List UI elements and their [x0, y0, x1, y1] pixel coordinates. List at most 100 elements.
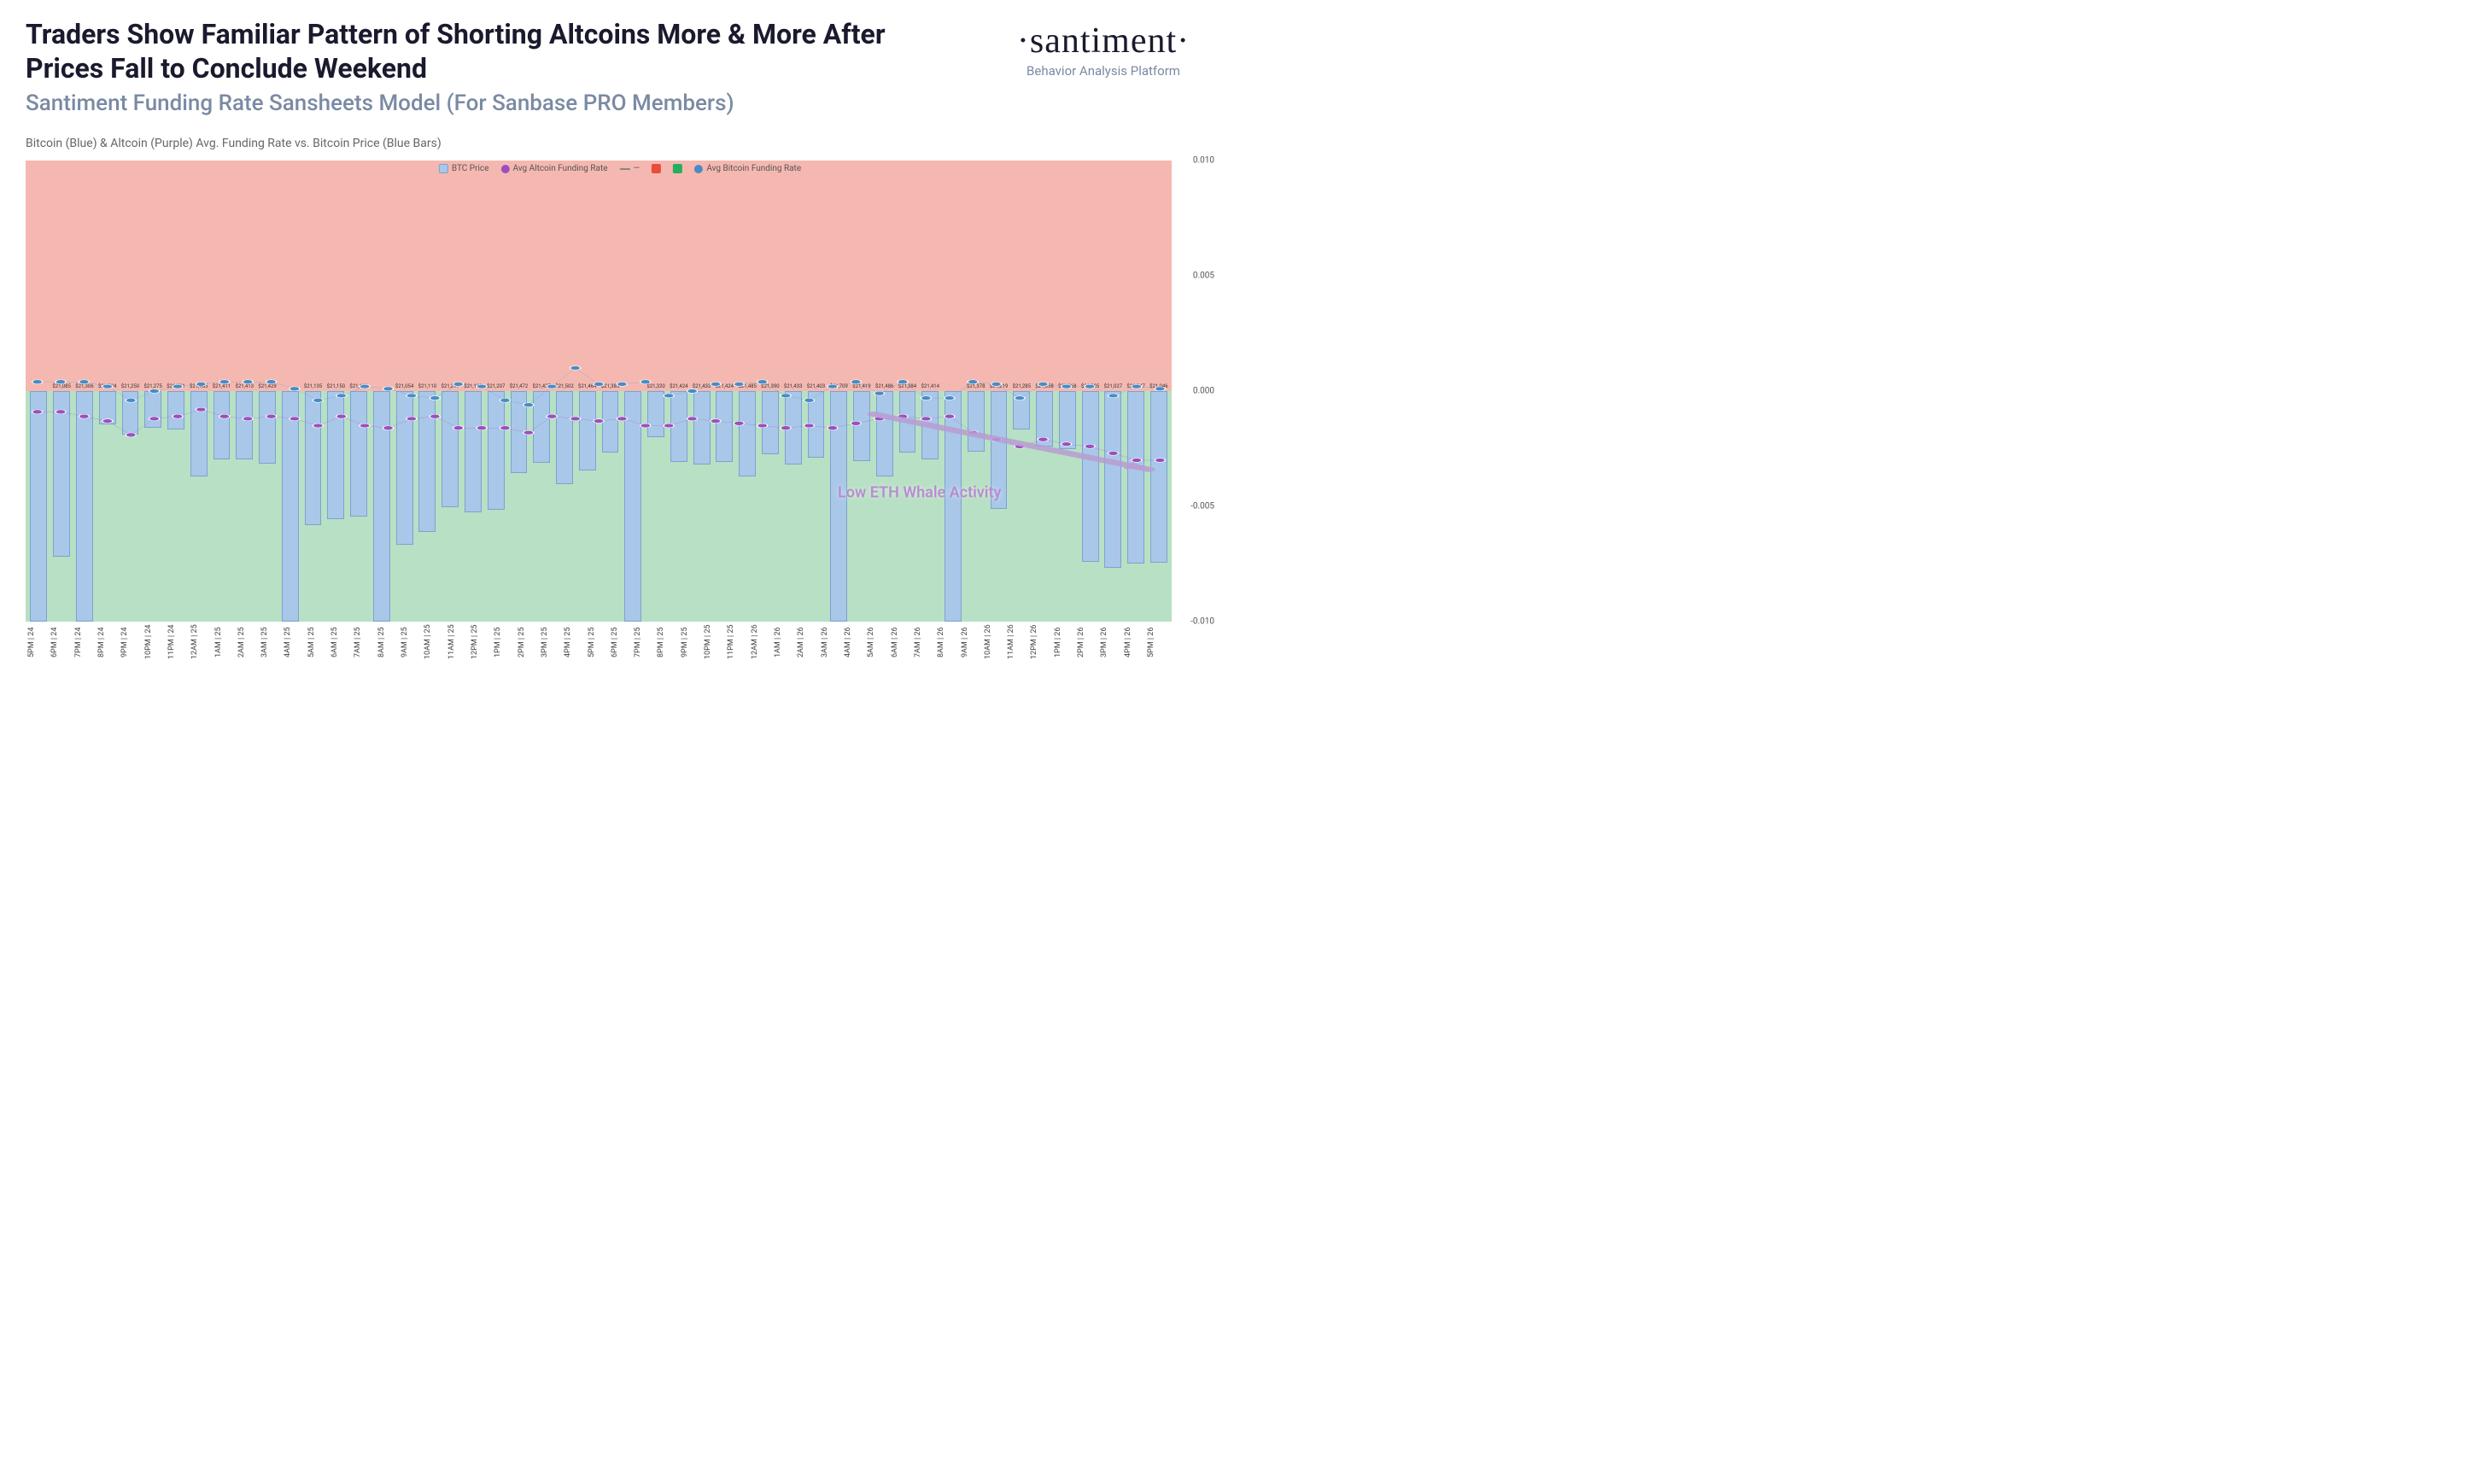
data-point — [570, 366, 581, 371]
data-point — [898, 380, 908, 384]
header: Traders Show Familiar Pattern of Shortin… — [26, 17, 1214, 116]
x-tick: 11AM | 26 — [1007, 623, 1030, 664]
page-title: Traders Show Familiar Pattern of Shortin… — [26, 17, 958, 85]
legend-label: Avg Altcoin Funding Rate — [512, 164, 607, 173]
data-point — [1038, 437, 1048, 441]
data-point — [664, 424, 674, 428]
x-tick: 12PM | 26 — [1030, 623, 1053, 664]
data-point — [219, 380, 230, 384]
x-tick: 6PM | 24 — [50, 623, 73, 664]
data-point — [102, 419, 113, 424]
data-point — [804, 424, 814, 428]
x-tick: 3PM | 25 — [541, 623, 564, 664]
data-point — [407, 417, 417, 421]
data-point — [874, 417, 885, 421]
data-point — [547, 384, 557, 389]
x-tick: 2AM | 26 — [797, 623, 820, 664]
data-point — [1085, 384, 1095, 389]
line-series — [38, 410, 1161, 460]
data-point — [149, 417, 160, 421]
data-point — [266, 414, 277, 418]
x-tick: 9PM | 25 — [681, 623, 704, 664]
x-tick: 5PM | 25 — [588, 623, 611, 664]
data-point — [500, 398, 510, 402]
line-series — [38, 368, 1161, 405]
x-tick: 4PM | 26 — [1124, 623, 1147, 664]
x-tick: 9AM | 25 — [401, 623, 424, 664]
data-point — [290, 387, 300, 391]
data-point — [898, 414, 908, 418]
data-point — [313, 424, 323, 428]
legend-alt-rate: Avg Altcoin Funding Rate — [500, 164, 607, 173]
x-tick: 11AM | 25 — [447, 623, 471, 664]
legend-swatch-red — [652, 164, 661, 173]
x-tick: 6AM | 26 — [891, 623, 914, 664]
data-point — [640, 424, 651, 428]
data-point — [407, 394, 417, 398]
x-tick: 4PM | 25 — [564, 623, 587, 664]
data-point — [1108, 451, 1118, 455]
x-tick: 2AM | 25 — [237, 623, 260, 664]
x-tick: 9PM | 24 — [120, 623, 143, 664]
data-point — [453, 426, 464, 430]
data-point — [1015, 396, 1025, 400]
x-axis: 5PM | 246PM | 247PM | 248PM | 249PM | 24… — [26, 623, 1172, 664]
legend-red — [652, 164, 661, 173]
data-point — [32, 380, 43, 384]
x-tick: 5PM | 24 — [27, 623, 50, 664]
data-point — [336, 414, 347, 418]
data-point — [968, 430, 978, 435]
data-point — [430, 396, 440, 400]
x-tick: 2PM | 26 — [1077, 623, 1100, 664]
x-tick: 6AM | 25 — [330, 623, 354, 664]
x-tick: 8PM | 25 — [657, 623, 680, 664]
annotation-text: Low ETH Whale Activity — [838, 483, 1001, 501]
data-point — [617, 382, 627, 386]
data-point — [828, 426, 838, 430]
data-point — [1085, 444, 1095, 448]
data-point — [1108, 394, 1118, 398]
data-point — [360, 384, 370, 389]
lines-svg — [26, 161, 1172, 622]
x-tick: 7PM | 24 — [74, 623, 97, 664]
data-point — [594, 382, 604, 386]
data-point — [617, 417, 627, 421]
data-point — [383, 426, 393, 430]
data-point — [711, 419, 721, 424]
data-point — [874, 391, 885, 395]
data-point — [687, 389, 698, 394]
data-point — [336, 394, 347, 398]
data-point — [79, 414, 89, 418]
data-point — [102, 384, 113, 389]
y-tick: 0.005 — [1188, 272, 1214, 281]
data-point — [804, 398, 814, 402]
data-point — [500, 426, 510, 430]
x-tick: 5AM | 25 — [307, 623, 330, 664]
data-point — [968, 380, 978, 384]
x-tick: 10PM | 25 — [704, 623, 727, 664]
x-tick: 12AM | 25 — [190, 623, 213, 664]
data-point — [360, 424, 370, 428]
x-tick: 7AM | 26 — [914, 623, 937, 664]
x-tick: 12AM | 26 — [751, 623, 774, 664]
x-tick: 2PM | 25 — [518, 623, 541, 664]
legend-dot-altcoin — [500, 165, 509, 173]
x-tick: 3AM | 25 — [260, 623, 284, 664]
data-point — [173, 384, 183, 389]
x-tick: 11PM | 24 — [167, 623, 190, 664]
brand-logo: ·santiment· — [992, 20, 1214, 61]
data-point — [126, 398, 136, 402]
legend-dash: — — [620, 164, 640, 173]
data-point — [757, 424, 768, 428]
x-tick: 3AM | 26 — [821, 623, 844, 664]
data-point — [313, 398, 323, 402]
data-point — [734, 382, 744, 386]
legend-dot-btc — [694, 165, 703, 173]
x-tick: 8AM | 25 — [377, 623, 401, 664]
data-point — [383, 387, 393, 391]
x-tick: 4AM | 25 — [284, 623, 307, 664]
data-point — [243, 417, 253, 421]
x-tick: 11PM | 25 — [727, 623, 750, 664]
brand-block: ·santiment· Behavior Analysis Platform — [992, 17, 1214, 79]
data-point — [149, 389, 160, 394]
